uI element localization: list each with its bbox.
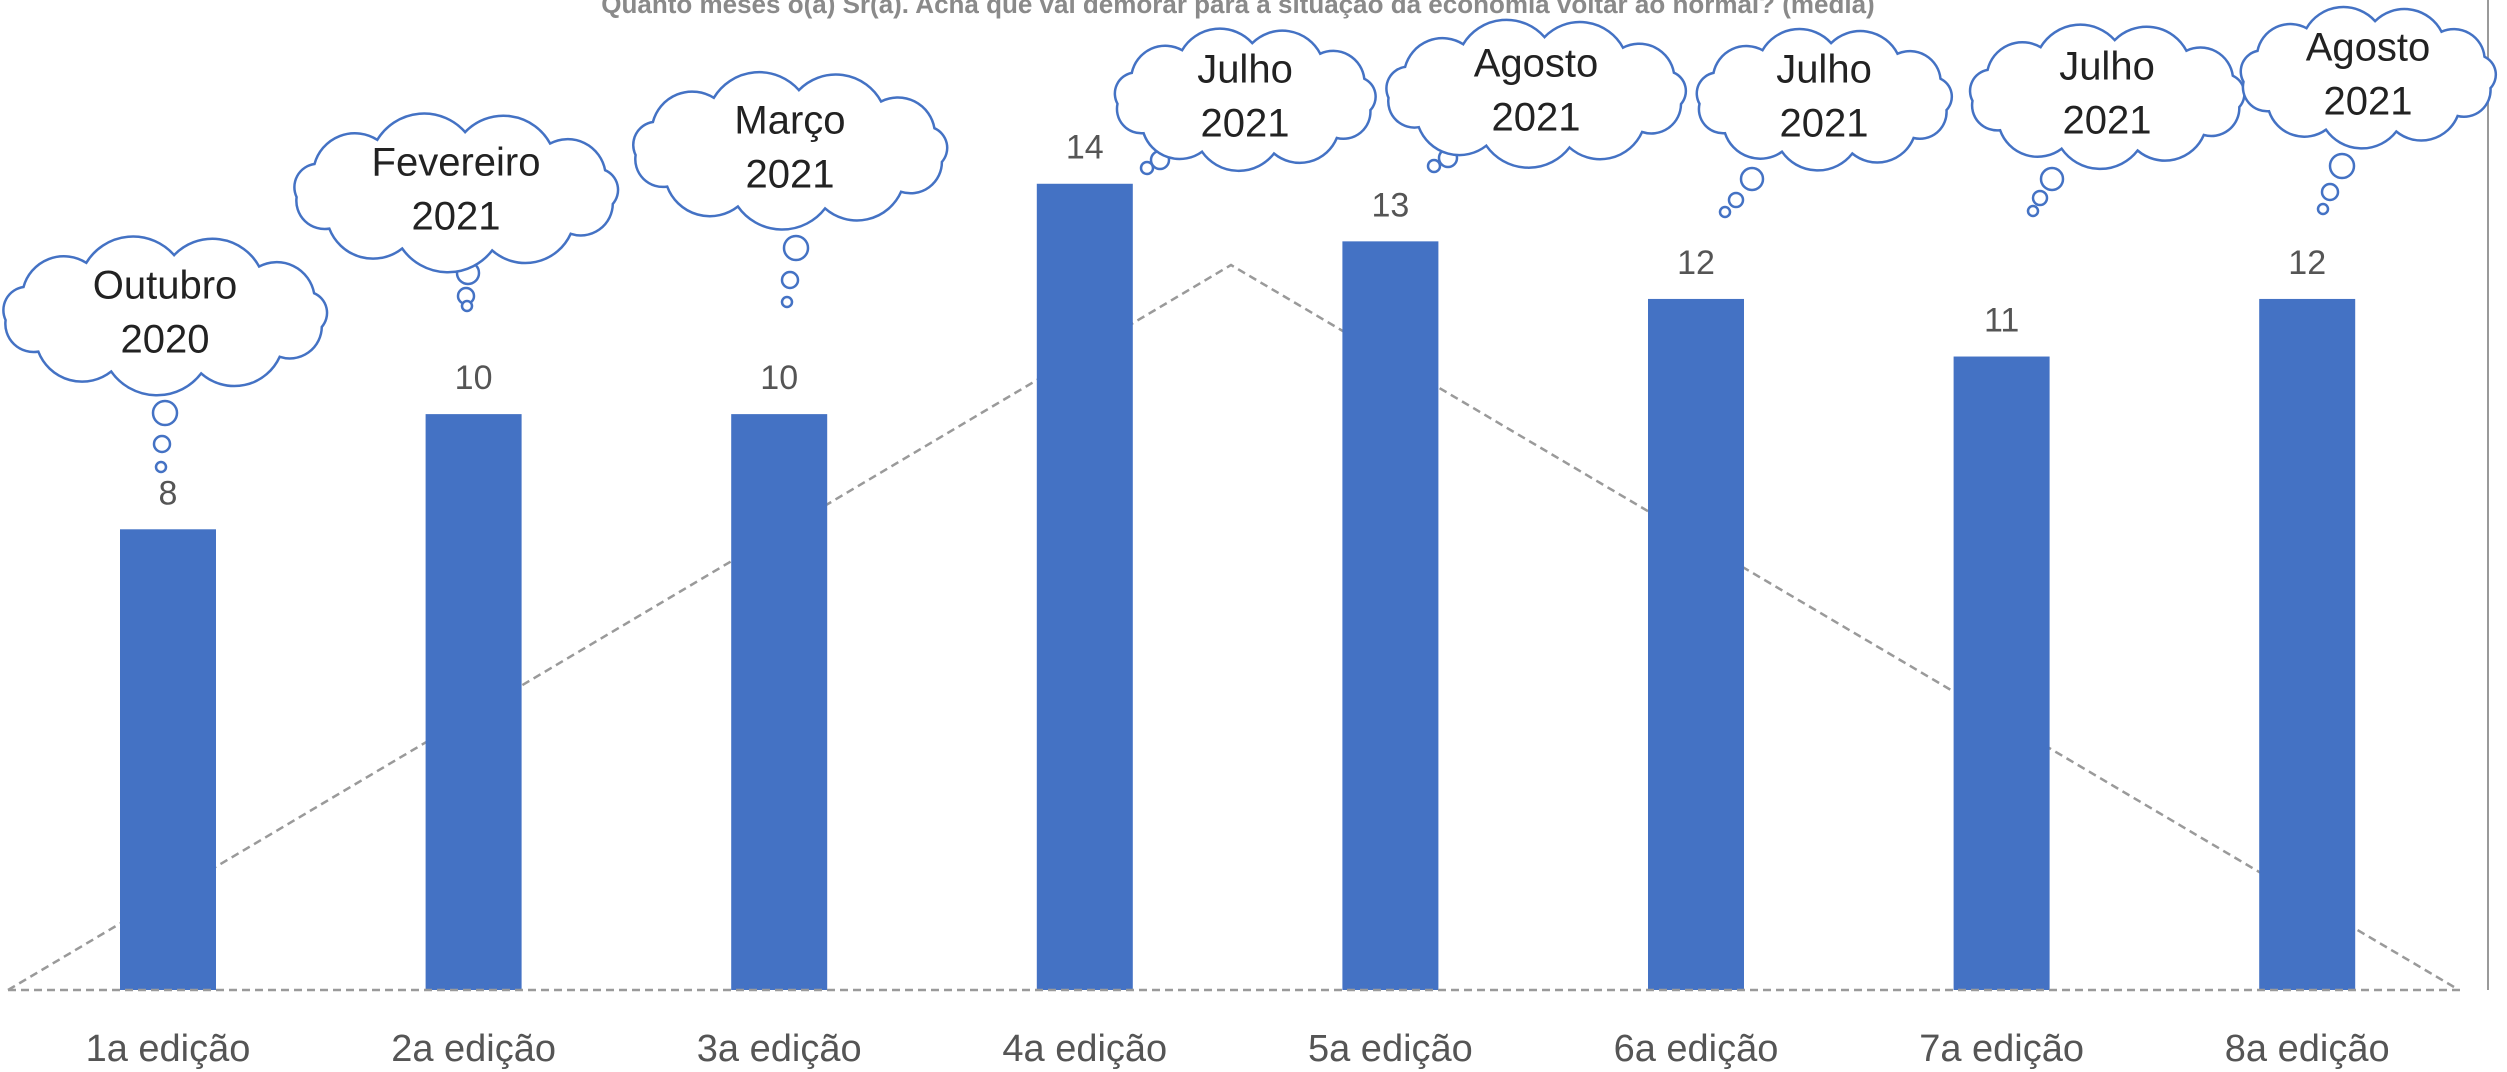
value-label: 11: [1984, 302, 2019, 340]
cloud-text: Agosto: [1474, 42, 1599, 86]
cloud: [2, 235, 329, 397]
value-label: 12: [1677, 244, 1715, 282]
cloud-bubble: [1739, 166, 1765, 192]
bar: [1648, 298, 1744, 990]
cloud-text: 2021: [1780, 102, 1869, 146]
value-label: 10: [760, 359, 798, 397]
value-label: 10: [455, 359, 493, 397]
cloud-bubble: [1426, 158, 1442, 174]
bar: [1342, 241, 1439, 991]
cloud-text: Agosto: [2306, 26, 2431, 70]
cloud-text: 2021: [2324, 80, 2413, 124]
value-label: 12: [2288, 244, 2326, 282]
cloud-bubble: [780, 295, 794, 309]
chart-title: Quanto meses o(a) Sr(a). Acha que vai de…: [601, 0, 1874, 19]
value-label: 14: [1066, 129, 1104, 167]
cloud-text: Outubro: [93, 264, 238, 308]
cloud-bubble: [1727, 191, 1745, 209]
cloud-bubble: [151, 399, 179, 427]
cloud-text: 2020: [121, 318, 210, 362]
cloud-bubble: [1718, 205, 1732, 219]
x-tick-label: 1a edição: [86, 1028, 251, 1070]
cloud-bubble: [2031, 189, 2049, 207]
bar: [120, 529, 216, 990]
value-label: 13: [1371, 186, 1409, 224]
cloud-bubble: [154, 460, 168, 474]
bars: [120, 183, 2356, 991]
cloud-text: Julho: [1776, 48, 1872, 92]
cloud-bubble: [1139, 160, 1155, 176]
cloud-bubble: [2026, 204, 2040, 218]
cloud-text: 2021: [746, 153, 835, 197]
cloud-bubble: [782, 234, 810, 262]
cloud-text: Março: [734, 99, 845, 143]
x-tick-label: 2a edição: [391, 1028, 556, 1070]
value-label: 8: [159, 474, 178, 512]
cloud-text: Julho: [1197, 48, 1293, 92]
cloud-bubble: [2039, 166, 2065, 192]
cloud-bubble: [460, 299, 474, 313]
cloud-text: 2021: [1492, 96, 1581, 140]
decor-triangle: [7, 263, 2455, 992]
bar: [1953, 356, 2050, 990]
bar: [731, 414, 828, 990]
x-tick-label: 7a edição: [1919, 1028, 2084, 1070]
x-tick-label: 6a edição: [1614, 1028, 1779, 1070]
x-tick-label: 5a edição: [1308, 1028, 1473, 1070]
bar: [2259, 298, 2356, 990]
cloud-bubble: [2320, 182, 2340, 202]
cloud: [632, 70, 949, 231]
x-tick-label: 4a edição: [1002, 1028, 1167, 1070]
cloud-bubble: [152, 434, 172, 454]
cloud-bubble: [780, 270, 800, 290]
cloud-text: 2021: [1201, 102, 1290, 146]
cloud: [1113, 27, 1377, 173]
cloud: [1695, 27, 1954, 172]
cloud: [1385, 18, 1688, 169]
cloud: [1968, 23, 2246, 171]
bar: [1036, 183, 1133, 990]
cloud: [2239, 5, 2498, 150]
x-tick-label: 3a edição: [697, 1028, 862, 1070]
cloud-text: Fevereiro: [372, 141, 541, 185]
cloud-bubble: [2316, 202, 2330, 216]
cloud-text: Julho: [2059, 45, 2155, 89]
cloud-bubble: [2328, 152, 2356, 180]
clouds: Outubro 2020 Fevereiro 2021 Março 2021 Julho 20…: [2, 5, 2498, 474]
cloud-text: 2021: [412, 195, 501, 239]
cloud: [293, 112, 620, 274]
x-tick-label: 8a edição: [2225, 1028, 2390, 1070]
cloud-text: 2021: [2063, 99, 2152, 143]
bar: [425, 414, 522, 990]
